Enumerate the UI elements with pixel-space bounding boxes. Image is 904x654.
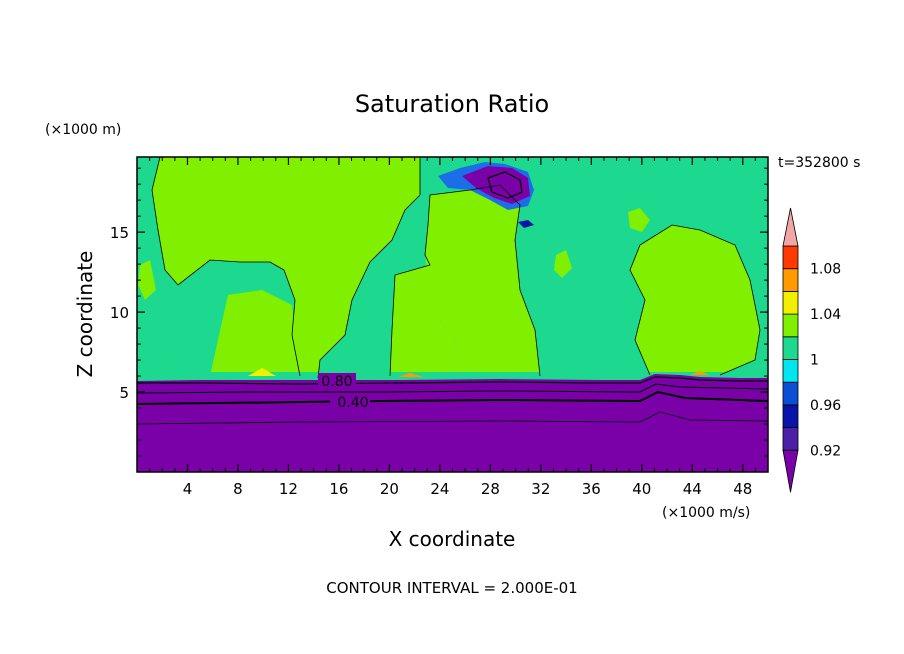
x-tick-label: 36	[582, 480, 601, 498]
x-tick-label: 24	[430, 480, 449, 498]
x-tick-label: 16	[329, 480, 348, 498]
dry-pocket-tip	[518, 220, 534, 228]
x-tick-label: 40	[632, 480, 651, 498]
contour-line-center	[389, 184, 541, 377]
x-tick-label: 28	[481, 480, 500, 498]
x-tick-label: 44	[683, 480, 702, 498]
colorbar-label: 1	[810, 353, 819, 369]
x-axis-ticks: 4 8 12 16 20 24 28 32 36 40 44 48	[149, 157, 756, 498]
contour-label-040: 0.40	[337, 395, 368, 411]
x-unit-label: (×1000 m/s)	[662, 505, 750, 521]
colorbar-label: 0.96	[810, 398, 841, 414]
x-tick-label: 20	[380, 480, 399, 498]
colorbar-label: 1.04	[810, 307, 841, 323]
contour-label-bg-080	[318, 373, 356, 387]
time-label: t=352800 s	[778, 155, 860, 171]
y-axis-ticks: 5 10 15	[110, 167, 768, 457]
colorbar-lower-triangle	[782, 449, 799, 493]
colorbar-swatch	[782, 427, 799, 451]
contour-label-bg-040	[330, 394, 370, 408]
contour-lines	[137, 157, 768, 425]
colorbar-swatch	[782, 245, 799, 270]
supersaturated-column-left	[210, 290, 300, 376]
colorbar-upper-triangle	[782, 207, 799, 247]
supersaturated-region-center	[425, 185, 540, 376]
colorbar-swatch	[782, 268, 799, 292]
contour-line-right	[629, 224, 761, 376]
colorbar-swatch	[782, 290, 799, 315]
contour-label-080: 0.80	[321, 374, 352, 390]
dry-layer-region	[137, 374, 768, 472]
colorbar-swatch	[782, 336, 799, 360]
colorbar-swatch	[782, 359, 799, 383]
contour-interval-note: CONTOUR INTERVAL = 2.000E-01	[326, 579, 577, 597]
y-tick-label: 15	[110, 224, 129, 242]
x-tick-label: 32	[531, 480, 550, 498]
x-tick-label: 4	[183, 480, 193, 498]
x-axis-label: X coordinate	[389, 527, 516, 551]
contour-line-0-40	[137, 390, 768, 405]
supersaturated-region-upper-left	[152, 157, 420, 378]
supersaturated-column-center	[390, 265, 470, 376]
colorbar-swatch	[782, 404, 799, 428]
supersaturated-patch-small-1	[628, 208, 650, 232]
peak-orange-center	[398, 373, 424, 377]
supersaturated-region-right	[630, 225, 760, 375]
y-axis-label: Z coordinate	[73, 251, 97, 378]
heatmap-field: 0.80 0.40	[137, 157, 768, 472]
contour-line-0-20	[137, 411, 768, 425]
moist-strip	[137, 372, 768, 378]
contour-line-0-60	[137, 383, 768, 394]
supersaturated-patch-small-2	[554, 250, 572, 278]
colorbar-swatch	[782, 313, 799, 338]
contour-line-0-80	[137, 376, 768, 385]
chart-title: Saturation Ratio	[355, 90, 549, 118]
y-tick-label: 5	[119, 384, 129, 402]
peak-orange-right	[690, 371, 710, 375]
x-tick-label: 48	[733, 480, 752, 498]
supersaturated-patch-small-3	[138, 260, 156, 300]
contour-line-region-upper-left	[151, 157, 421, 379]
peak-orange-left	[248, 368, 276, 376]
colorbar-label: 1.08	[810, 262, 841, 278]
colorbar: 1.08 1.04 1 0.96 0.92	[782, 207, 841, 493]
y-unit-label: (×1000 m)	[45, 122, 121, 138]
x-tick-label: 8	[233, 480, 243, 498]
x-tick-label: 12	[279, 480, 298, 498]
colorbar-label: 0.92	[810, 443, 841, 459]
y-tick-label: 10	[110, 304, 129, 322]
colorbar-swatch	[782, 381, 799, 406]
contour-line-dry-pocket	[487, 171, 523, 199]
dry-pocket-core	[462, 166, 530, 204]
